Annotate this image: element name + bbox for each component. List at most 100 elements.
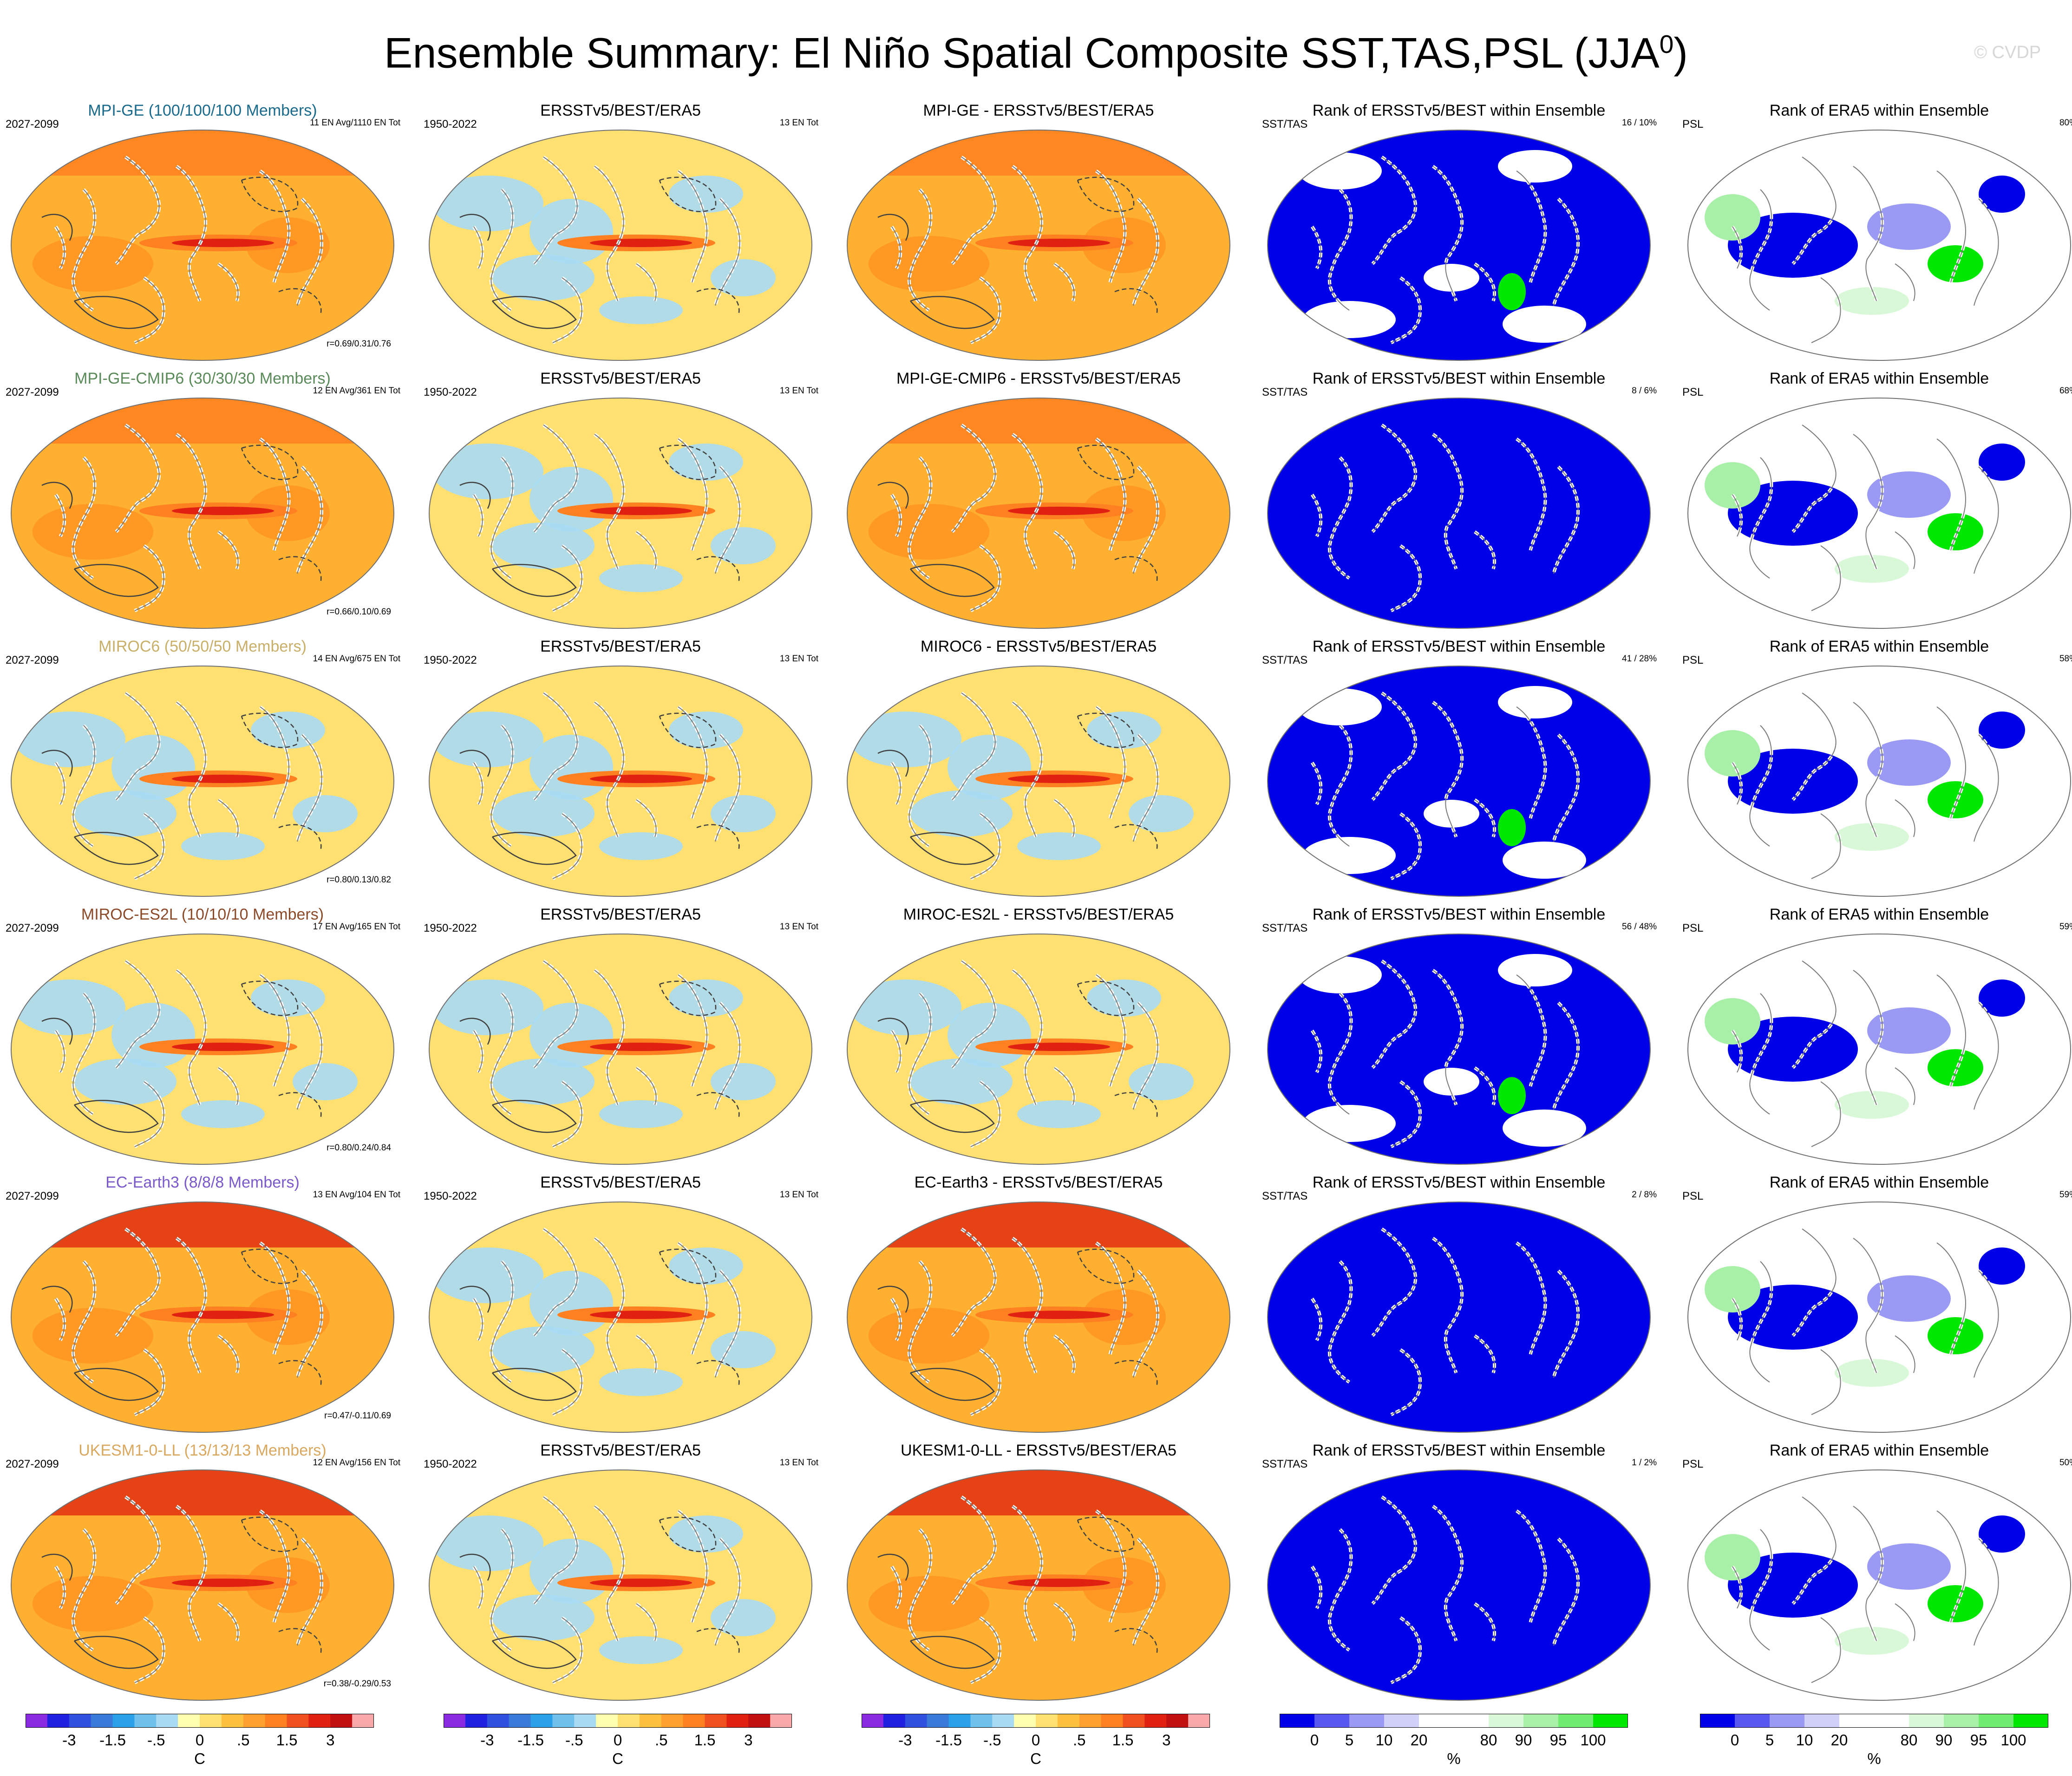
colorbar-tick-label: -1.5 — [935, 1731, 962, 1749]
robinson-map — [1267, 1469, 1651, 1701]
panel-title-model: MPI-GE (100/100/100 Members) — [88, 102, 317, 119]
colorbar-swatch — [308, 1714, 331, 1728]
panel-title-rank-psl: Rank of ERA5 within Ensemble — [1769, 102, 1989, 119]
colorbar-swatch — [487, 1714, 510, 1728]
colorbar-swatch — [1944, 1714, 1979, 1728]
colorbar-swatch — [330, 1714, 353, 1728]
coastline-outline — [1311, 1495, 1580, 1685]
colorbar-swatch — [444, 1714, 466, 1728]
psl-contours — [41, 712, 322, 865]
coastline-outline — [54, 960, 324, 1149]
colorbar-tick-label: 100 — [2000, 1731, 2026, 1749]
rank-percent-label: 59% — [2059, 922, 2072, 932]
robinson-map — [11, 130, 394, 361]
map-panel-r1-c4: Rank of ERSSTv5/BEST within Ensemble SST/… — [1256, 101, 1661, 366]
coastline-outline — [472, 156, 742, 345]
map-panel-r3-c4: Rank of ERSSTv5/BEST within Ensemble SST/… — [1256, 637, 1661, 902]
coastline-outline — [1311, 156, 1580, 345]
variable-label: SST/TAS — [1262, 1458, 1308, 1470]
colorbar-swatch — [726, 1714, 749, 1728]
panel-title-rank-sst: Rank of ERSSTv5/BEST within Ensemble — [1312, 1442, 1606, 1459]
map-panel-r5-c5: Rank of ERA5 within Ensemble PSL 59% — [1677, 1173, 2072, 1438]
map-panel-r3-c2: ERSSTv5/BEST/ERA5 1950-2022 13 EN Tot — [418, 637, 823, 902]
ensemble-count-label: 12 EN Avg/156 EN Tot — [313, 1458, 400, 1468]
robinson-map — [1687, 130, 2071, 361]
colorbar-swatch — [1523, 1714, 1559, 1728]
obs-count-label: 13 EN Tot — [779, 1190, 818, 1200]
colorbar-tick-label: -1.5 — [99, 1731, 126, 1749]
panel-title-rank-psl: Rank of ERA5 within Ensemble — [1769, 638, 1989, 655]
colorbar-swatch — [770, 1714, 792, 1728]
robinson-map — [847, 1201, 1230, 1433]
map-panel-r3-c1: MIROC6 (50/50/50 Members) 2027-2099 14 EN … — [0, 637, 405, 902]
panel-title-difference: MPI-GE-CMIP6 - ERSSTv5/BEST/ERA5 — [896, 370, 1181, 387]
temperature-colorbar-1: -3 -1.5 -.5 0 .5 1.5 3 C — [26, 1714, 374, 1767]
variable-label: PSL — [1682, 922, 1704, 934]
rank-percent-label: 58% — [2059, 654, 2072, 664]
colorbar-swatch — [661, 1714, 684, 1728]
psl-contours — [459, 980, 740, 1133]
figure-title: Ensemble Summary: El Niño Spatial Compos… — [384, 29, 1688, 77]
coastline-outline — [1311, 692, 1580, 881]
rank-value-label: 16 / 10% — [1622, 118, 1657, 128]
robinson-map — [1267, 934, 1651, 1165]
panel-title-obs: ERSSTv5/BEST/ERA5 — [540, 638, 701, 655]
colorbar-swatch — [683, 1714, 705, 1728]
robinson-map — [429, 666, 812, 897]
colorbar-swatch — [1384, 1714, 1419, 1728]
panel-title-obs: ERSSTv5/BEST/ERA5 — [540, 906, 701, 923]
colorbar-tick-label: -1.5 — [517, 1731, 544, 1749]
panel-title-model: UKESM1-0-LL (13/13/13 Members) — [78, 1442, 327, 1459]
map-panel-r3-c3: MIROC6 - ERSSTv5/BEST/ERA5 — [836, 637, 1241, 902]
colorbar-swatch — [1349, 1714, 1385, 1728]
colorbar-tick-label: 20 — [1830, 1731, 1848, 1749]
ensemble-count-label: 14 EN Avg/675 EN Tot — [313, 654, 400, 664]
psl-contours — [459, 712, 740, 865]
colorbar-tick-label: 95 — [1970, 1731, 1987, 1749]
panel-title-difference: EC-Earth3 - ERSSTv5/BEST/ERA5 — [914, 1174, 1163, 1191]
colorbar-swatch — [509, 1714, 531, 1728]
psl-contours — [459, 176, 740, 329]
robinson-map — [429, 934, 812, 1165]
rank-value-label: 1 / 2% — [1632, 1458, 1657, 1468]
colorbar-tick-label: 80 — [1480, 1731, 1497, 1749]
panel-title-obs: ERSSTv5/BEST/ERA5 — [540, 1442, 701, 1459]
coastline-outline — [54, 1228, 324, 1417]
map-panel-r4-c3: MIROC-ES2L - ERSSTv5/BEST/ERA5 — [836, 905, 1241, 1170]
coastline-outline — [1731, 1228, 2000, 1417]
colorbar-swatch — [862, 1714, 884, 1728]
map-panel-r4-c5: Rank of ERA5 within Ensemble PSL 59% — [1677, 905, 2072, 1170]
coastline-outline — [1731, 1495, 2000, 1685]
panel-title-difference: MIROC-ES2L - ERSSTv5/BEST/ERA5 — [903, 906, 1174, 923]
colorbar-swatch — [1454, 1714, 1489, 1728]
psl-contours — [459, 1516, 740, 1669]
colorbar-tick-label: 10 — [1796, 1731, 1813, 1749]
robinson-map — [1687, 398, 2071, 629]
period-label: 1950-2022 — [424, 1190, 477, 1202]
coastline-outline — [1731, 156, 2000, 345]
panel-title-obs: ERSSTv5/BEST/ERA5 — [540, 1174, 701, 1191]
rank-value-label: 41 / 28% — [1622, 654, 1657, 664]
robinson-map — [847, 934, 1230, 1165]
colorbar-swatch — [1979, 1714, 2014, 1728]
colorbar-swatch — [1558, 1714, 1594, 1728]
pattern-correlation-label: r=0.66/0.10/0.69 — [327, 607, 391, 617]
colorbar-swatch — [91, 1714, 113, 1728]
map-panel-r5-c4: Rank of ERSSTv5/BEST within Ensemble SST/… — [1256, 1173, 1661, 1438]
colorbar-tick-label: -.5 — [565, 1731, 583, 1749]
map-panel-r1-c5: Rank of ERA5 within Ensemble PSL 80% — [1677, 101, 2072, 366]
coastline-outline — [472, 960, 742, 1149]
colorbar-tick-label: -.5 — [983, 1731, 1001, 1749]
map-panel-r2-c3: MPI-GE-CMIP6 - ERSSTv5/BEST/ERA5 — [836, 369, 1241, 634]
obs-count-label: 13 EN Tot — [779, 654, 818, 664]
colorbar-swatch — [1419, 1714, 1454, 1728]
panel-title-obs: ERSSTv5/BEST/ERA5 — [540, 102, 701, 119]
map-panel-r3-c5: Rank of ERA5 within Ensemble PSL 58% — [1677, 637, 2072, 902]
colorbar-swatch — [2013, 1714, 2049, 1728]
robinson-map — [1267, 398, 1651, 629]
variable-label: SST/TAS — [1262, 922, 1308, 934]
colorbar-swatches — [862, 1714, 1210, 1728]
colorbar-tick-label: -3 — [62, 1731, 76, 1749]
panel-title-model: EC-Earth3 (8/8/8 Members) — [105, 1174, 300, 1191]
panel-title-rank-sst: Rank of ERSSTv5/BEST within Ensemble — [1312, 906, 1606, 923]
